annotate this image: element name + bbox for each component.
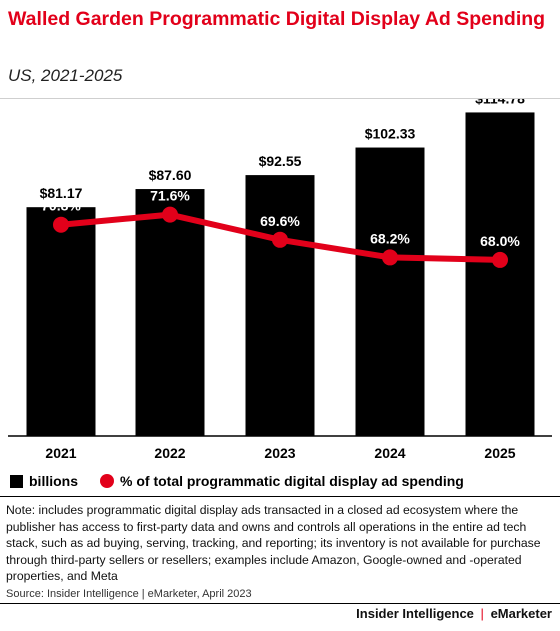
brand-separator: | (480, 606, 484, 621)
x-tick-label: 2024 (374, 445, 405, 461)
bar-value-label: $114.78 (475, 99, 525, 106)
legend-divider (0, 496, 560, 497)
footer-brand: Insider Intelligence | eMarketer (356, 606, 552, 621)
line-point (492, 251, 508, 268)
legend: billions % of total programmatic digital… (10, 473, 486, 489)
line-value-label: 68.0% (480, 233, 520, 249)
bar-line-chart: $81.17 $87.60 $92.55 $102.33 $114.78 2021 2022… (8, 99, 552, 461)
bar-value-label: $81.17 (40, 185, 83, 201)
legend-bar-swatch (10, 474, 23, 488)
x-tick-label: 2025 (484, 445, 515, 461)
bar (245, 175, 315, 436)
brand-insider-intelligence: Insider Intelligence (356, 606, 474, 621)
legend-line-swatch (100, 474, 114, 488)
legend-item-bars: billions (10, 473, 78, 489)
brand-emarketer: eMarketer (490, 606, 552, 621)
bar-value-label: $92.55 (259, 153, 302, 169)
line-point (382, 249, 398, 266)
footer-divider (0, 603, 560, 604)
x-tick-label: 2023 (264, 445, 295, 461)
bar (465, 112, 535, 436)
chart-subtitle: US, 2021-2025 (8, 66, 123, 85)
chart-note: Note: includes programmatic digital disp… (6, 503, 541, 583)
bar-value-label: $87.60 (149, 167, 192, 183)
line-value-label: 70.8% (41, 198, 81, 214)
title-rule (0, 98, 560, 99)
x-tick-label: 2022 (154, 445, 185, 461)
line-value-label: 71.6% (150, 188, 190, 204)
legend-item-line: % of total programmatic digital display … (100, 473, 464, 489)
line-point (53, 216, 69, 233)
line-point (272, 231, 288, 248)
bar (26, 207, 96, 436)
line-point (162, 206, 178, 223)
bar (355, 147, 425, 436)
x-tick-label: 2021 (45, 445, 76, 461)
legend-line-label: % of total programmatic digital display … (120, 473, 464, 489)
bar (135, 189, 205, 436)
bar-value-label: $102.33 (365, 126, 416, 142)
line-value-label: 69.6% (260, 213, 300, 229)
chart-title: Walled Garden Programmatic Digital Displ… (8, 8, 546, 30)
legend-bars-label: billions (29, 473, 78, 489)
line-value-label: 68.2% (370, 230, 410, 246)
chart-source: Source: Insider Intelligence | eMarketer… (6, 588, 252, 600)
